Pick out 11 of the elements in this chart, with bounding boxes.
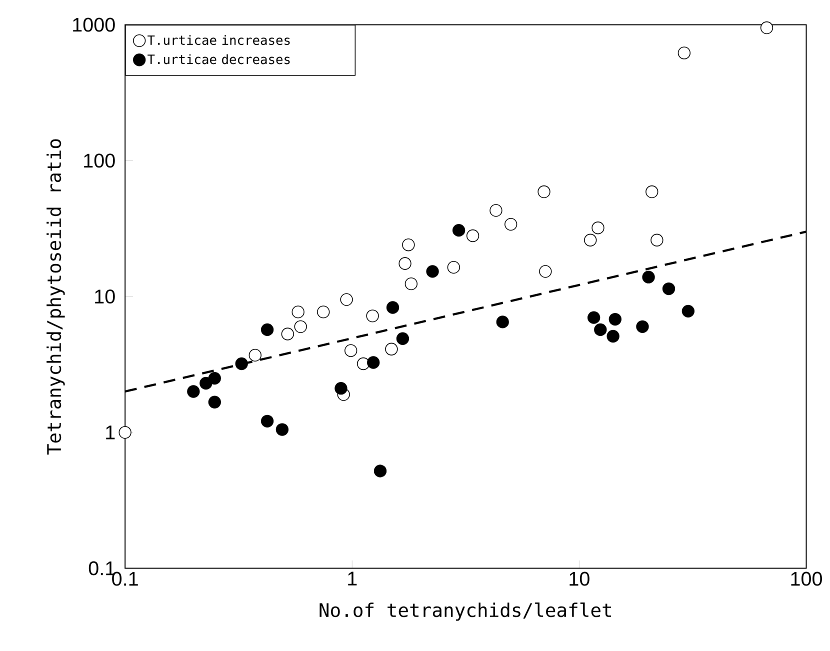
legend-label: T.urticae increases [148, 34, 290, 45]
x-tick-label: 10 [570, 572, 590, 586]
x-tick-label: 100 [791, 572, 822, 586]
y-tick-label: 1 [106, 425, 115, 439]
legend-label: T.urticae decreases [148, 54, 290, 64]
y-tick-label: 10 [95, 289, 115, 304]
y-axis-title: Tetranychid/phytoseiid ratio [46, 139, 65, 454]
y-tick-label: 1000 [73, 18, 115, 32]
y-tick-label: 100 [84, 153, 115, 168]
x-axis-title: No.of tetranychids/leaflet [320, 602, 612, 621]
x-tick-label: 1 [348, 572, 357, 586]
